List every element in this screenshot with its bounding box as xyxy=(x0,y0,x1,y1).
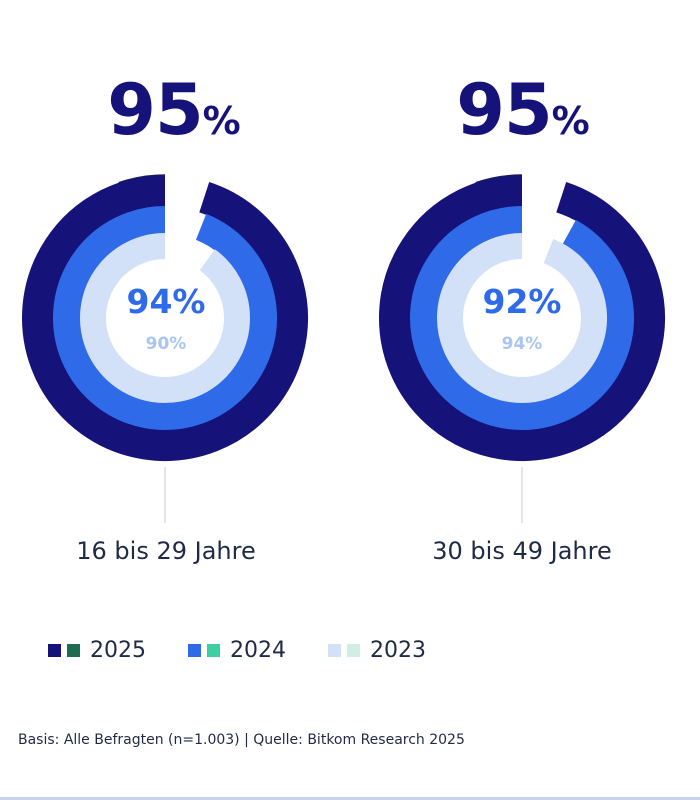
donut-chart-30-49 xyxy=(379,174,665,523)
donut-ring-2023 xyxy=(437,233,607,403)
legend-item-2023: 2023 xyxy=(328,638,426,663)
inner-percent-2023-16-29: 90% xyxy=(145,334,187,354)
inner-percent-2024-30-49: 92% xyxy=(482,282,562,321)
legend-label-2023: 2023 xyxy=(370,637,426,663)
donut-ring-2024 xyxy=(410,206,634,430)
donut-panel-16-29: 95% 94% 90% 16 bis 29 Jahre xyxy=(0,0,350,590)
inner-percent-2024-16-29: 94% xyxy=(126,282,206,321)
donut-ring-2025 xyxy=(379,175,665,461)
legend-swatch-2023-alt xyxy=(347,643,360,657)
legend-label-2024: 2024 xyxy=(230,637,286,663)
donut-ring-2024 xyxy=(53,206,277,430)
legend-item-2024: 2024 xyxy=(188,638,286,663)
headline-unit: % xyxy=(202,99,241,143)
age-group-label-30-49: 30 bis 49 Jahre xyxy=(432,537,612,565)
source-note: Basis: Alle Befragten (n=1.003) | Quelle… xyxy=(18,732,465,748)
legend-label-2025: 2025 xyxy=(90,637,146,663)
donut-ring-2023 xyxy=(80,233,250,403)
legend-swatch-2025 xyxy=(48,643,61,657)
inner-percent-2023-30-49: 94% xyxy=(501,334,543,354)
headline-value: 95 xyxy=(456,69,552,151)
age-group-label-16-29: 16 bis 29 Jahre xyxy=(76,537,256,565)
legend-swatch-2024 xyxy=(188,643,201,657)
legend-item-2025: 2025 xyxy=(48,638,146,663)
legend-swatch-2023 xyxy=(328,643,341,657)
legend-swatch-2024-alt xyxy=(207,643,220,657)
bottom-rule xyxy=(0,797,700,800)
legend-swatch-2025-alt xyxy=(67,643,80,657)
headline-percent-16-29: 95% xyxy=(0,70,348,161)
donut-ring-2025 xyxy=(22,175,308,461)
legend: 2025 2024 2023 xyxy=(48,635,468,665)
headline-value: 95 xyxy=(107,69,203,151)
donut-panel-30-49: 95% 92% 94% 30 bis 49 Jahre xyxy=(350,0,700,590)
headline-unit: % xyxy=(551,99,590,143)
donut-chart-16-29 xyxy=(22,174,308,523)
headline-percent-30-49: 95% xyxy=(348,70,698,161)
